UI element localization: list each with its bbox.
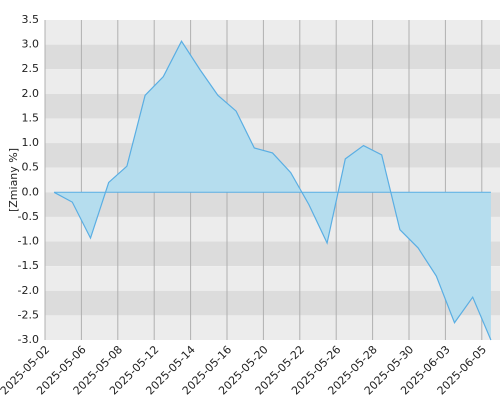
band [45,20,500,45]
line [53,39,492,341]
y-tick-label: 3.0 [22,38,40,51]
y-tick-label: 0.5 [22,161,40,174]
y-tick-label: -1.5 [18,259,39,272]
band [45,118,500,144]
band [45,266,500,291]
y-tick-label: 2.5 [22,62,40,75]
y-tick-label: 0.0 [22,185,40,198]
band [45,290,500,316]
y-tick-label: -3.0 [18,333,39,346]
y-tick-label: -1.0 [18,235,39,248]
band [45,69,500,94]
y-tick-label: 2.0 [22,87,40,100]
band [45,93,500,119]
y-axis-label: [Zmiany %] [7,148,20,212]
band [45,44,500,70]
area [54,41,491,341]
y-tick-label: 1.0 [22,136,40,149]
y-tick-label: -2.5 [18,308,39,321]
y-tick-label: -0.5 [18,210,39,223]
y-tick-label: 3.5 [22,13,40,26]
y-tick-label: -2.0 [18,284,39,297]
band [45,315,500,340]
y-tick-label: 1.5 [22,111,40,124]
